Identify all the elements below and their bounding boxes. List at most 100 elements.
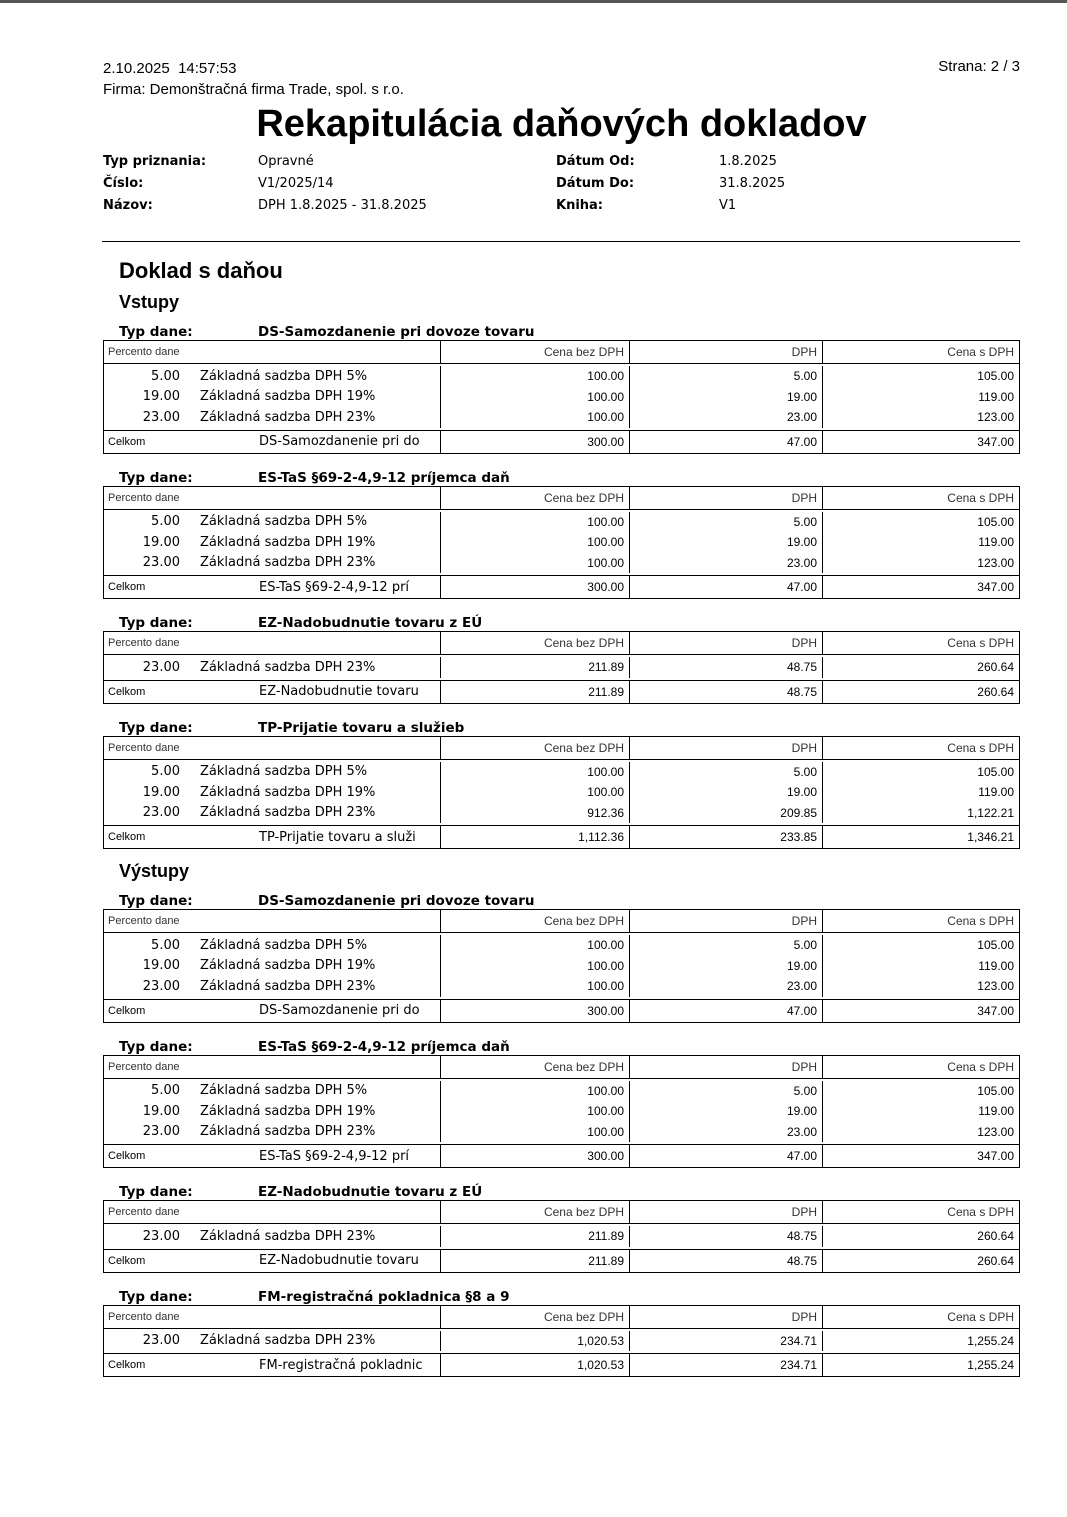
tax-type: FM-registračná pokladnica §8 a 9 (258, 1288, 510, 1305)
amount-cell: 5.00 (630, 511, 823, 532)
amount-cell: 1,122.21 (967, 805, 1014, 820)
amount-cell: 5.00 (630, 1080, 823, 1101)
info-value: V1/2025/14 (258, 176, 334, 191)
rate-cell: 23.00 Základná sadzba DPH 23% (104, 657, 441, 678)
tax-type-label: Typ dane: (119, 1288, 193, 1305)
rate-percent: 23.00 (142, 1228, 180, 1244)
table-body: 5.00 Základná sadzba DPH 5% 100.00 5.00 105.… (103, 933, 1020, 1000)
column-header: Cena s DPH (947, 636, 1014, 650)
info-label: Dátum Do: (556, 176, 635, 191)
tax-type-label: Typ dane: (119, 615, 193, 631)
header-row: Percento dane Cena bez DPH DPH Cena s DPH (103, 340, 1020, 364)
column-header: Cena bez DPH (441, 1055, 630, 1078)
rate-percent: 5.00 (151, 1083, 180, 1099)
rate-percent: 23.00 (142, 1124, 180, 1140)
data-row: 5.00 Základná sadzba DPH 5% 100.00 5.00 105.… (104, 761, 1019, 782)
rate-percent: 5.00 (151, 937, 180, 953)
amount-cell: 105.00 (977, 369, 1014, 384)
amount-cell: 123.00 (977, 1124, 1014, 1139)
amount-cell: 119.00 (978, 958, 1014, 973)
rate-cell: 5.00 Základná sadzba DPH 5% (104, 935, 441, 956)
total-amount: 1,020.53 (441, 1354, 630, 1376)
total-label: Celkom (108, 581, 146, 593)
amount-cell: 123.00 (977, 979, 1014, 994)
amount-cell: 19.00 (630, 782, 823, 803)
header-row: Percento dane Cena bez DPH DPH Cena s DPH (103, 909, 1020, 933)
amount-cell: 19.00 (630, 1101, 823, 1122)
rate-name: Základná sadzba DPH 5% (200, 937, 368, 953)
amount-cell: 48.75 (630, 1226, 823, 1247)
info-value: 1.8.2025 (719, 154, 777, 169)
info-value: Opravné (258, 154, 314, 169)
rate-cell: 23.00 Základná sadzba DPH 23% (104, 976, 441, 997)
column-header: Cena s DPH (947, 1309, 1014, 1324)
tax-table: Typ dane: ES-TaS §69-2-4,9-12 príjemca da… (103, 1033, 1020, 1168)
tax-type: DS-Samozdanenie pri dovoze tovaru (258, 893, 535, 909)
data-row: 23.00 Základná sadzba DPH 23% 211.89 48.75 2… (104, 657, 1019, 678)
amount-cell: 123.00 (977, 410, 1014, 425)
amount-cell: 119.00 (978, 389, 1014, 404)
amount-cell: 5.00 (630, 366, 823, 387)
tax-table: Typ dane: FM-registračná pokladnica §8 a … (103, 1283, 1020, 1377)
info-label: Názov: (103, 198, 153, 213)
amount-cell: 912.36 (441, 802, 630, 823)
amount-cell: 100.00 (441, 1080, 630, 1101)
rate-name: Základná sadzba DPH 19% (200, 389, 376, 405)
total-amount: 233.85 (630, 826, 823, 848)
total-amount: 47.00 (630, 1145, 823, 1167)
table-body: 23.00 Základná sadzba DPH 23% 1,020.53 234.… (103, 1328, 1020, 1354)
tax-type-line: Typ dane: DS-Samozdanenie pri dovoze tova… (103, 318, 1020, 340)
header-row: Percento dane Cena bez DPH DPH Cena s DPH (103, 1304, 1020, 1329)
total-amount: 300.00 (441, 999, 630, 1022)
info-label: Kniha: (556, 198, 604, 213)
tax-type: ES-TaS §69-2-4,9-12 príjemca daň (258, 1038, 510, 1055)
tax-type-line: Typ dane: FM-registračná pokladnica §8 a … (103, 1283, 1020, 1305)
tax-table: Typ dane: EZ-Nadobudnutie tovaru z EÚ Perc… (103, 1178, 1020, 1273)
rate-cell: 19.00 Základná sadzba DPH 19% (104, 955, 441, 976)
info-value: DPH 1.8.2025 - 31.8.2025 (258, 198, 427, 213)
column-header: Cena s DPH (947, 1205, 1014, 1219)
total-type: TP-Prijatie tovaru a služi (259, 829, 416, 845)
table-body: 5.00 Základná sadzba DPH 5% 100.00 5.00 105.… (103, 509, 1020, 576)
data-row: 23.00 Základná sadzba DPH 23% 100.00 23.00 1… (104, 976, 1019, 997)
amount-cell: 209.85 (630, 802, 823, 823)
total-amount: 47.00 (630, 576, 823, 598)
table-body: 5.00 Základná sadzba DPH 5% 100.00 5.00 105.… (103, 759, 1020, 826)
rate-name: Základná sadzba DPH 19% (200, 958, 376, 974)
amount-cell: 211.89 (441, 1226, 630, 1247)
tax-type-line: Typ dane: EZ-Nadobudnutie tovaru z EÚ (103, 1178, 1020, 1200)
data-row: 23.00 Základná sadzba DPH 23% 912.36 209.85… (104, 802, 1019, 823)
amount-cell: 119.00 (978, 535, 1014, 550)
amount-cell: 260.64 (977, 1229, 1014, 1244)
page-number: Strana: 2 / 3 (938, 58, 1020, 75)
column-header: Cena s DPH (947, 740, 1014, 755)
rate-cell: 5.00 Základná sadzba DPH 5% (104, 761, 441, 782)
rate-name: Základná sadzba DPH 23% (200, 805, 376, 821)
data-row: 5.00 Základná sadzba DPH 5% 100.00 5.00 105.… (104, 1080, 1019, 1101)
rate-name: Základná sadzba DPH 5% (200, 764, 368, 780)
info-value: V1 (719, 198, 737, 213)
data-row: 19.00 Základná sadzba DPH 19% 100.00 19.00 1… (104, 386, 1019, 407)
rate-percent: 19.00 (142, 1103, 180, 1119)
column-header: DPH (630, 341, 823, 363)
amount-cell: 100.00 (441, 761, 630, 782)
rate-cell: 19.00 Základná sadzba DPH 19% (104, 782, 441, 803)
total-label-cell: Celkom DS-Samozdanenie pri do (104, 430, 441, 453)
table-body: 5.00 Základná sadzba DPH 5% 100.00 5.00 105.… (103, 1078, 1020, 1145)
total-amount: 1,112.36 (441, 826, 630, 848)
data-row: 23.00 Základná sadzba DPH 23% 100.00 23.00 1… (104, 407, 1019, 428)
amount-cell: 119.00 (978, 1104, 1014, 1119)
tax-type-label: Typ dane: (119, 893, 193, 909)
info-label: Typ priznania: (103, 154, 207, 169)
column-header: Cena bez DPH (441, 341, 630, 363)
rate-percent: 19.00 (142, 534, 180, 550)
total-label-cell: Celkom TP-Prijatie tovaru a služi (104, 826, 441, 848)
table-body: 23.00 Základná sadzba DPH 23% 211.89 48.75 2… (103, 655, 1020, 681)
total-amount: 1,346.21 (967, 830, 1014, 844)
rate-name: Základná sadzba DPH 23% (200, 555, 376, 571)
amount-cell: 19.00 (630, 532, 823, 553)
amount-cell: 100.00 (441, 552, 630, 573)
rate-name: Základná sadzba DPH 23% (200, 1228, 376, 1244)
tax-type-line: Typ dane: EZ-Nadobudnutie tovaru z EÚ (103, 609, 1020, 631)
